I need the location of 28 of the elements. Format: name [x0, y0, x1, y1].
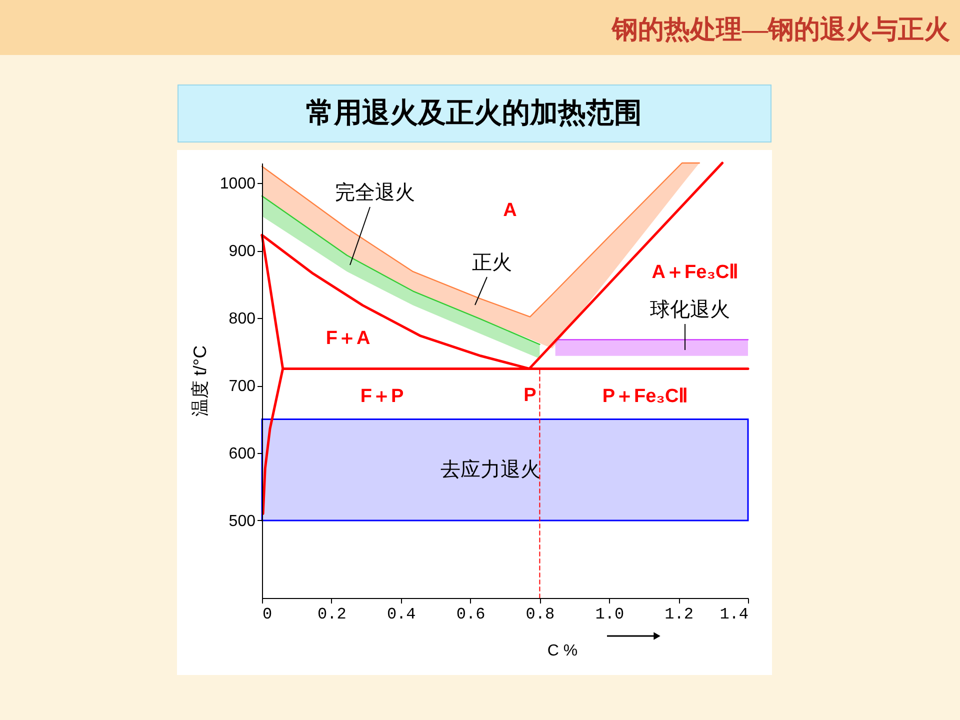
annotation: P＋Fe₃CⅡ [602, 386, 688, 407]
y-tick-label: 1000 [220, 176, 256, 193]
annotation: F＋P [360, 386, 404, 407]
x-tick-label: 1.2 [664, 606, 694, 624]
y-tick-label: 600 [228, 446, 256, 462]
y-tick-label: 900 [228, 243, 256, 260]
x-tick-label: 0.6 [456, 606, 486, 624]
x-tick-label: 0.8 [526, 606, 555, 624]
x-axis-title: C % [547, 642, 578, 660]
annotation: 完全退火 [335, 181, 415, 204]
x-tick-label: 0.4 [386, 606, 416, 624]
chart-title: 常用退火及正火的加热范围 [306, 98, 642, 129]
annotation: A [503, 200, 518, 221]
y-tick-label: 700 [228, 378, 256, 396]
x-tick-label: 1.0 [595, 606, 624, 624]
x-tick-label: 1.4 [720, 606, 748, 624]
annotation: 正火 [472, 252, 512, 274]
x-tick-label: 0 [262, 606, 272, 624]
chart-subtitle: 钢的热处理—钢的退火与正火 [611, 15, 951, 44]
annotation: F＋A [326, 328, 370, 349]
x-tick-label: 0.2 [318, 606, 346, 624]
y-axis-title: 温度 t/°C [190, 345, 210, 417]
y-tick-label: 500 [228, 512, 256, 530]
annotation: 球化退火 [650, 299, 730, 321]
y-tick-label: 800 [228, 310, 256, 328]
annotation: A＋Fe₃CⅡ [652, 262, 738, 283]
annotation: P [524, 385, 537, 406]
band-label: 去应力退火 [440, 458, 540, 481]
